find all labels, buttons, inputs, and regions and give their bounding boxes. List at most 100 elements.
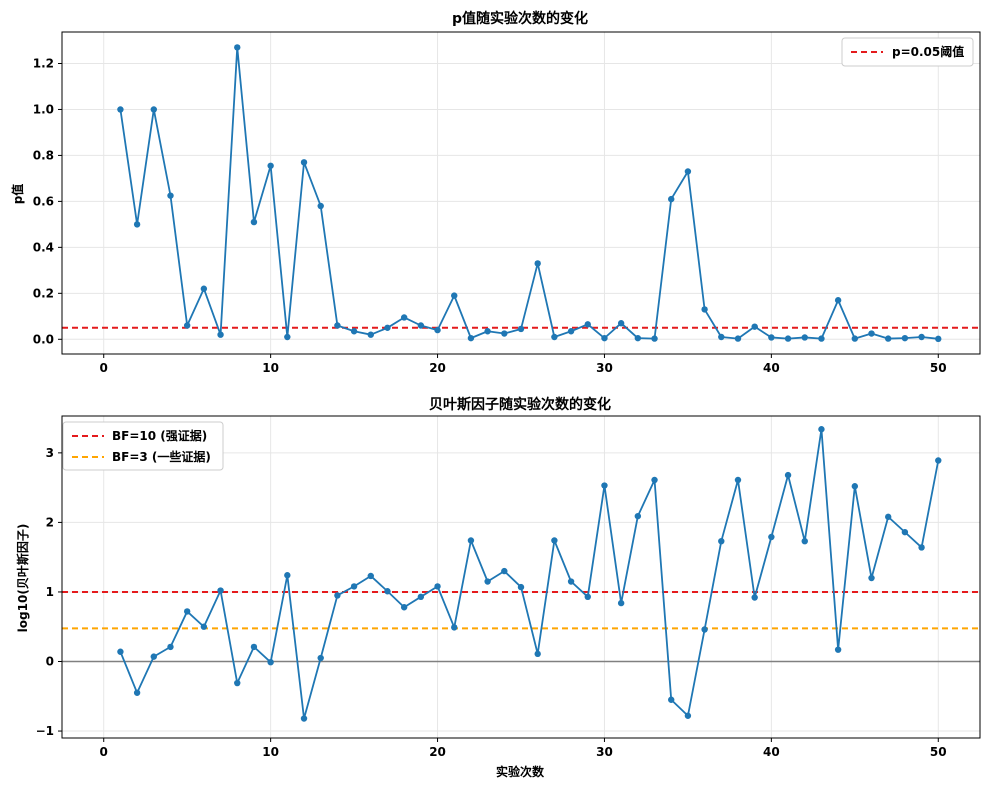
y-tick-label: 1.0 <box>33 102 54 116</box>
bayes-factor-chart: 贝叶斯因子随实验次数的变化 log10(贝叶斯因子) 实验次数 0 10 20 30 4… <box>15 396 981 779</box>
data-point <box>501 567 508 575</box>
y-tick-label: 0 <box>46 654 54 668</box>
data-point <box>935 335 942 343</box>
data-point <box>918 544 925 551</box>
plot-area: 0 10 20 30 40 50 0.0 0.2 0.4 0.6 0.8 1.0 1.2 <box>33 31 981 375</box>
data-point <box>267 658 274 666</box>
data-point <box>334 592 341 599</box>
data-point <box>350 328 358 335</box>
data-point <box>434 583 441 590</box>
y-tick-label: 1 <box>46 585 54 599</box>
series-line <box>119 428 940 720</box>
data-point <box>434 326 441 334</box>
x-tick-label: 30 <box>596 361 613 375</box>
data-point <box>317 202 324 210</box>
x-tick-label: 30 <box>596 745 613 759</box>
data-point <box>150 653 157 660</box>
data-point <box>133 221 141 228</box>
x-tick-label: 0 <box>100 745 108 759</box>
data-point <box>167 643 174 651</box>
data-point <box>484 328 491 335</box>
data-point <box>200 623 208 630</box>
data-point <box>284 333 291 341</box>
data-point <box>617 599 625 607</box>
data-point <box>617 320 625 327</box>
y-axis-label: p值 <box>10 184 25 205</box>
data-point <box>784 335 792 342</box>
data-point <box>267 162 274 169</box>
data-point <box>150 106 157 113</box>
x-tick-label: 40 <box>763 361 780 375</box>
data-point <box>517 583 525 591</box>
data-point <box>901 528 909 536</box>
data-point <box>167 192 174 199</box>
plot-area: 0 10 20 30 40 50 −1 0 1 2 3 <box>36 415 981 759</box>
data-point <box>317 654 324 662</box>
y-tick-label: 2 <box>46 515 54 529</box>
data-point <box>634 334 642 342</box>
y-tick-label: 0.8 <box>33 148 54 162</box>
data-point <box>651 335 658 342</box>
data-point <box>183 322 191 329</box>
data-point <box>901 334 909 342</box>
data-point <box>668 195 675 203</box>
data-point <box>350 583 358 590</box>
y-tick-label: −1 <box>36 724 54 738</box>
data-point <box>567 328 575 335</box>
data-point <box>918 333 925 341</box>
legend: p=0.05阈值 <box>841 37 974 67</box>
data-point <box>684 168 692 175</box>
p-value-chart: p值随实验次数的变化 p值 0 10 20 30 40 50 0.0 0.2 0.4 0.6 0.8… <box>10 10 981 375</box>
data-point <box>634 512 642 520</box>
x-tick-label: 20 <box>429 745 446 759</box>
data-point <box>601 482 608 489</box>
y-axis-label: log10(贝叶斯因子) <box>15 524 30 633</box>
data-point <box>768 533 775 541</box>
data-point <box>467 537 475 544</box>
data-point <box>734 476 742 484</box>
data-point <box>534 650 541 658</box>
data-point <box>467 334 475 342</box>
legend-label-bf3: BF=3 (一些证据) <box>112 449 211 464</box>
data-point <box>885 513 892 521</box>
data-point <box>400 604 408 611</box>
data-point <box>250 643 258 651</box>
data-point <box>885 335 892 342</box>
y-tick-label: 0.6 <box>33 194 54 208</box>
x-tick-label: 20 <box>429 361 446 375</box>
data-point <box>684 712 692 719</box>
x-axis-label: 实验次数 <box>496 764 545 779</box>
data-point <box>567 578 575 585</box>
data-point <box>868 574 875 582</box>
data-point <box>751 323 758 330</box>
x-tick-label: 10 <box>262 361 279 375</box>
data-point <box>701 306 708 313</box>
data-point <box>851 483 859 490</box>
data-point <box>200 285 208 292</box>
data-point <box>784 471 792 479</box>
data-point <box>484 578 491 585</box>
data-point <box>300 715 308 722</box>
x-tick-label: 50 <box>930 361 947 375</box>
data-point <box>818 426 825 433</box>
data-point <box>417 322 425 329</box>
data-point <box>868 330 875 337</box>
data-point <box>734 335 742 342</box>
data-point <box>801 537 808 545</box>
y-tick-label: 0.2 <box>33 286 54 300</box>
legend-label-bf10: BF=10 (强证据) <box>112 428 207 443</box>
data-point <box>534 260 541 267</box>
data-point <box>217 331 224 338</box>
data-point <box>117 106 124 113</box>
data-point <box>501 330 508 337</box>
data-point <box>117 648 124 655</box>
data-point <box>818 335 825 342</box>
data-point <box>718 537 725 545</box>
legend: BF=10 (强证据) BF=3 (一些证据) <box>62 421 224 471</box>
data-point <box>551 333 558 341</box>
data-point <box>284 572 291 579</box>
data-point <box>384 588 391 595</box>
data-point <box>217 587 224 594</box>
data-point <box>400 314 408 321</box>
